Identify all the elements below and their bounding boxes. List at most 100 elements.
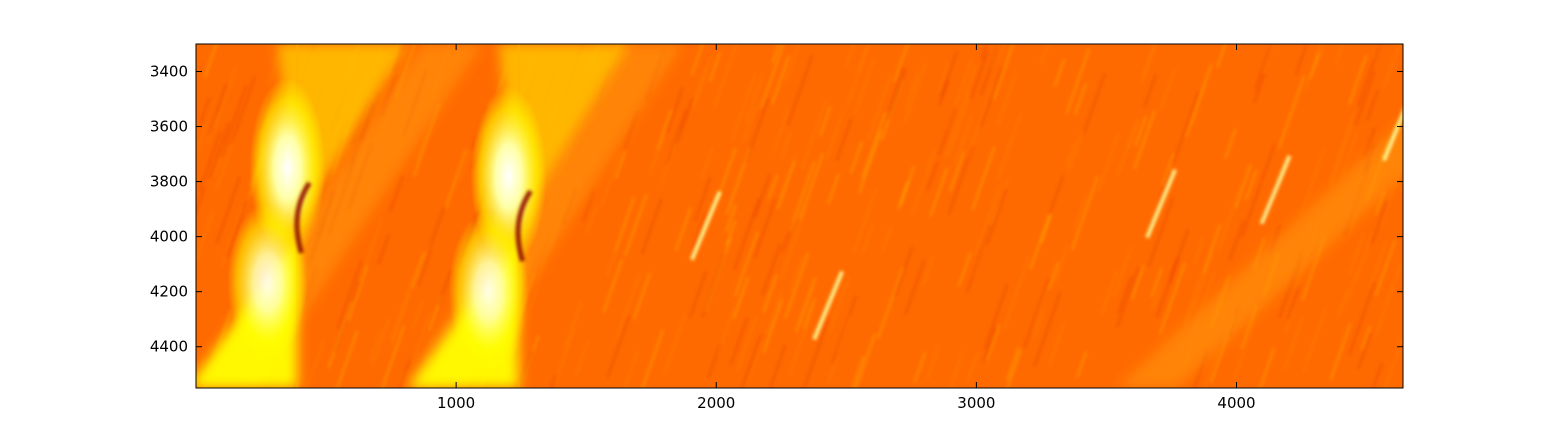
- x-tick-label: 1000: [437, 394, 475, 412]
- texture-streak: [904, 260, 925, 316]
- texture-streak: [736, 316, 757, 372]
- texture-streak: [929, 168, 948, 217]
- hyperbolic-event-0: [227, 77, 326, 363]
- texture-streak: [938, 63, 950, 93]
- texture-streak: [828, 275, 851, 334]
- plot-area: [196, 44, 1403, 388]
- texture-streak: [1193, 237, 1204, 264]
- texture-streak: [760, 44, 785, 109]
- texture-streak: [586, 205, 598, 234]
- texture-streak: [414, 250, 429, 288]
- texture-streak: [1295, 44, 1308, 76]
- texture-streak: [204, 44, 218, 78]
- texture-streak: [881, 226, 892, 252]
- texture-streak: [861, 223, 874, 255]
- texture-streak: [1284, 305, 1296, 334]
- texture-streak: [1371, 44, 1380, 61]
- texture-streak: [1068, 128, 1085, 171]
- texture-streak: [633, 272, 651, 320]
- texture-streak: [196, 121, 208, 157]
- texture-streak: [410, 251, 425, 289]
- texture-streak: [971, 146, 996, 211]
- texture-streak: [519, 335, 540, 388]
- texture-streak: [1304, 44, 1322, 90]
- texture-streak: [1329, 126, 1352, 188]
- texture-streak: [1216, 44, 1227, 68]
- texture-streak: [725, 220, 736, 246]
- texture-streak: [389, 175, 404, 212]
- texture-streak: [861, 112, 886, 179]
- texture-streak: [336, 330, 358, 388]
- y-tick-label: 4000: [150, 228, 188, 246]
- texture-streak: [716, 308, 735, 357]
- texture-streak: [1141, 44, 1157, 82]
- texture-streak: [1073, 195, 1087, 232]
- texture-streak: [784, 44, 800, 82]
- x-axis: 1000 2000 3000 4000: [437, 44, 1256, 412]
- texture-streak: [825, 110, 845, 161]
- texture-streak: [206, 112, 219, 144]
- texture-streak: [985, 188, 1007, 246]
- texture-streak: [214, 66, 237, 128]
- texture-streak: [412, 301, 423, 329]
- texture-streak: [676, 98, 694, 144]
- texture-streak: [1203, 349, 1219, 388]
- y-tick-label: 3400: [150, 63, 188, 81]
- texture-streak: [1172, 91, 1200, 165]
- texture-streak: [1033, 291, 1062, 367]
- texture-streak: [986, 324, 1000, 362]
- texture-streak: [772, 107, 790, 153]
- texture-streak: [1159, 262, 1186, 335]
- texture-streak: [1357, 333, 1372, 370]
- texture-streak: [1134, 115, 1147, 147]
- texture-streak: [369, 330, 382, 362]
- texture-streak: [921, 255, 934, 287]
- texture-streak: [1143, 74, 1157, 108]
- texture-streak: [582, 190, 595, 222]
- texture-streak: [854, 58, 875, 115]
- texture-streak: [766, 291, 783, 334]
- texture-streak: [980, 67, 1003, 127]
- texture-streak: [788, 306, 815, 376]
- texture-streak: [938, 107, 957, 156]
- texture-streak: [327, 301, 353, 368]
- x-tick-label: 3000: [957, 394, 995, 412]
- texture-streak: [964, 65, 977, 97]
- texture-streak: [966, 224, 992, 293]
- texture-streak: [691, 44, 704, 76]
- texture-streak: [372, 318, 390, 366]
- bright-streak-1: [1259, 155, 1292, 225]
- texture-streak: [1161, 152, 1175, 186]
- x-tick-label: 4000: [1217, 394, 1255, 412]
- texture-streak: [984, 284, 1009, 349]
- texture-streak: [1151, 283, 1162, 311]
- texture-streak: [996, 44, 1005, 63]
- texture-streak: [306, 340, 325, 388]
- texture-streak: [997, 112, 1022, 179]
- texture-streak: [196, 210, 215, 263]
- texture-streak: [732, 277, 749, 320]
- texture-streak: [867, 72, 893, 142]
- texture-streak: [1185, 64, 1212, 138]
- texture-streak: [982, 326, 997, 363]
- texture-streak: [1233, 317, 1257, 379]
- texture-streak: [1314, 44, 1325, 68]
- texture-streak: [754, 173, 771, 218]
- texture-streak: [1202, 224, 1222, 275]
- texture-streak: [780, 155, 797, 200]
- texture-streak: [694, 176, 712, 222]
- texture-streak: [708, 344, 721, 378]
- texture-streak: [944, 93, 968, 158]
- texture-streak: [819, 106, 832, 136]
- texture-streak: [564, 300, 583, 350]
- texture-streak: [1003, 256, 1030, 329]
- texture-streak: [858, 130, 882, 194]
- texture-streak: [518, 350, 534, 388]
- texture-streak: [912, 150, 936, 215]
- texture-streak: [199, 97, 210, 124]
- texture-streak: [1040, 44, 1049, 65]
- texture-streak: [768, 174, 778, 200]
- texture-streak: [458, 147, 473, 182]
- y-axis: 3400 3600 3800 4000 4200 4400: [150, 63, 1403, 356]
- texture-streak: [1130, 264, 1145, 300]
